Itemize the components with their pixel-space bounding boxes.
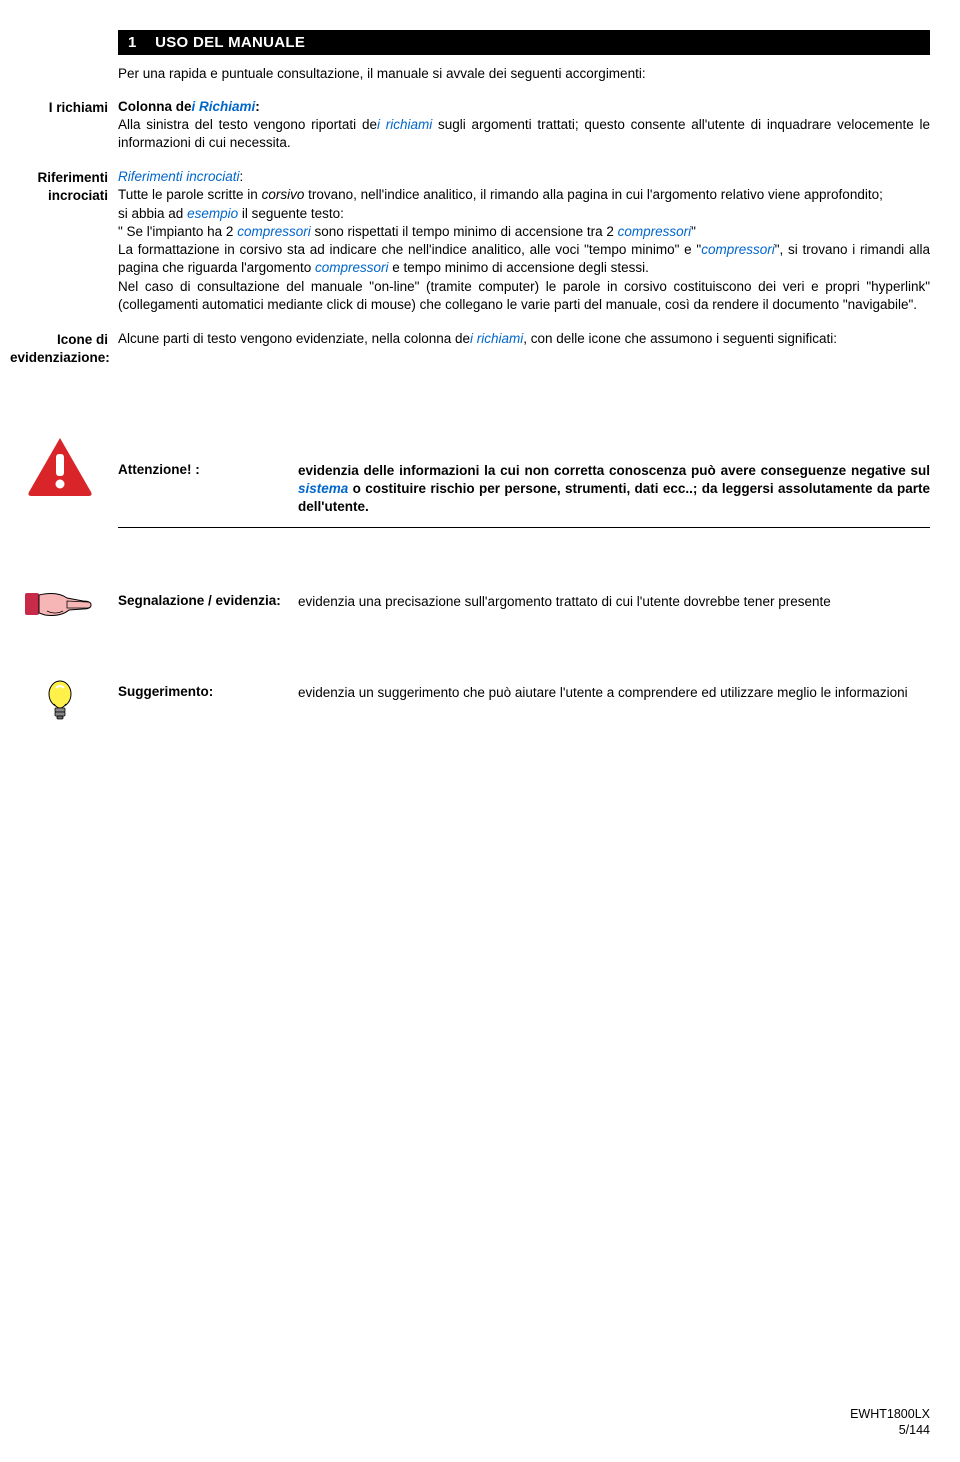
intro-text: Per una rapida e puntuale consultazione,… bbox=[118, 65, 930, 83]
rif-q2: compressori bbox=[237, 224, 311, 239]
icone-pa: Alcune parti di testo vengono evidenziat… bbox=[118, 331, 470, 346]
riferimenti-body: Riferimenti incrociati: Tutte le parole … bbox=[118, 168, 930, 314]
rif-p3a: La formattazione in corsivo sta ad indic… bbox=[118, 242, 701, 257]
richiami-row: I richiami Colonna dei Richiami: Alla si… bbox=[10, 98, 930, 153]
richiami-label: I richiami bbox=[10, 98, 118, 117]
section-heading: 1 USO DEL MANUALE bbox=[118, 30, 930, 55]
attention-label: Attenzione! : bbox=[118, 436, 298, 477]
segnalazione-label: Segnalazione / evidenzia: bbox=[118, 583, 298, 608]
attention-desc: evidenzia delle informazioni la cui non … bbox=[298, 436, 930, 517]
riferimenti-title: Riferimenti incrociati bbox=[118, 169, 240, 184]
attention-d2: sistema bbox=[298, 481, 348, 496]
rif-p2b: esempio bbox=[187, 206, 238, 221]
rif-p2a: si abbia ad bbox=[118, 206, 187, 221]
footer-code: EWHT1800LX bbox=[850, 1406, 930, 1422]
icone-row: Icone di evidenziazione: Alcune parti di… bbox=[10, 330, 930, 366]
attention-icon-col bbox=[10, 436, 118, 500]
attention-divider bbox=[118, 527, 930, 528]
attention-d3: o costituire rischio per persone, strume… bbox=[298, 481, 930, 514]
alert-triangle-icon bbox=[25, 436, 95, 500]
suggerimento-row-group: Suggerimento: evidenzia un suggerimento … bbox=[10, 678, 930, 728]
riferimenti-label: Riferimenti incrociati bbox=[10, 168, 118, 204]
icone-label: Icone di evidenziazione: bbox=[10, 330, 118, 366]
pointing-hand-icon bbox=[25, 583, 95, 623]
suggerimento-row: Suggerimento: evidenzia un suggerimento … bbox=[10, 678, 930, 728]
rif-q1: " Se l'impianto ha 2 bbox=[118, 224, 237, 239]
attention-label-text: Attenzione! : bbox=[118, 462, 200, 477]
suggerimento-label: Suggerimento: bbox=[118, 678, 298, 699]
segnalazione-row: Segnalazione / evidenzia: evidenzia una … bbox=[10, 583, 930, 623]
richiami-p1a: Alla sinistra del testo vengono riportat… bbox=[118, 117, 377, 132]
lightbulb-icon bbox=[40, 678, 80, 728]
rif-p1b: corsivo bbox=[262, 187, 305, 202]
suggerimento-label-text: Suggerimento: bbox=[118, 684, 213, 699]
riferimenti-title-colon: : bbox=[240, 169, 244, 184]
icone-body: Alcune parti di testo vengono evidenziat… bbox=[118, 330, 930, 348]
rif-p3b: compressori bbox=[701, 242, 775, 257]
richiami-title-italic: i Richiami bbox=[192, 99, 256, 114]
richiami-title-colon: : bbox=[255, 99, 260, 114]
rif-p1c: trovano, nell'indice analitico, il riman… bbox=[304, 187, 883, 202]
segnalazione-label-text: Segnalazione / evidenzia: bbox=[118, 593, 281, 608]
rif-q4: compressori bbox=[618, 224, 692, 239]
suggerimento-desc-text: evidenzia un suggerimento che può aiutar… bbox=[298, 685, 908, 700]
intro-row: . Per una rapida e puntuale consultazion… bbox=[10, 65, 930, 84]
riferimenti-label-l2: incrociati bbox=[10, 187, 108, 205]
richiami-p1b: i richiami bbox=[377, 117, 432, 132]
icone-pc: , con delle icone che assumono i seguent… bbox=[523, 331, 837, 346]
attention-row: Attenzione! : evidenzia delle informazio… bbox=[10, 436, 930, 517]
icone-pb: i richiami bbox=[470, 331, 523, 346]
icone-label-l1: Icone di bbox=[10, 331, 108, 349]
segnalazione-desc: evidenzia una precisazione sull'argoment… bbox=[298, 583, 930, 611]
rif-p3e: e tempo minimo di accensione degli stess… bbox=[389, 260, 649, 275]
intro-line: Per una rapida e puntuale consultazione,… bbox=[118, 66, 646, 81]
page-footer: EWHT1800LX 5/144 bbox=[850, 1406, 930, 1439]
section-number: 1 bbox=[128, 34, 137, 51]
riferimenti-label-l1: Riferimenti bbox=[10, 169, 108, 187]
richiami-body: Colonna dei Richiami: Alla sinistra del … bbox=[118, 98, 930, 153]
suggerimento-icon-col bbox=[10, 678, 118, 728]
icone-label-l2: evidenziazione: bbox=[10, 349, 108, 367]
segnalazione-icon-col bbox=[10, 583, 118, 623]
rif-p4: Nel caso di consultazione del manuale "o… bbox=[118, 279, 930, 312]
attention-d1: evidenzia delle informazioni la cui non … bbox=[298, 463, 930, 478]
suggerimento-desc: evidenzia un suggerimento che può aiutar… bbox=[298, 678, 930, 702]
rif-q3: sono rispettati il tempo minimo di accen… bbox=[311, 224, 618, 239]
section-title: USO DEL MANUALE bbox=[155, 34, 305, 51]
attention-row-group: Attenzione! : evidenzia delle informazio… bbox=[10, 436, 930, 528]
segnalazione-desc-text: evidenzia una precisazione sull'argoment… bbox=[298, 594, 831, 609]
segnalazione-row-group: Segnalazione / evidenzia: evidenzia una … bbox=[10, 583, 930, 623]
rif-p1a: Tutte le parole scritte in bbox=[118, 187, 262, 202]
richiami-title-pre: Colonna de bbox=[118, 99, 192, 114]
rif-p2c: il seguente testo: bbox=[238, 206, 344, 221]
rif-p3d: compressori bbox=[315, 260, 389, 275]
icon-table: Attenzione! : evidenzia delle informazio… bbox=[10, 436, 930, 728]
footer-page: 5/144 bbox=[850, 1422, 930, 1438]
riferimenti-row: Riferimenti incrociati Riferimenti incro… bbox=[10, 168, 930, 314]
rif-q5: " bbox=[691, 224, 696, 239]
